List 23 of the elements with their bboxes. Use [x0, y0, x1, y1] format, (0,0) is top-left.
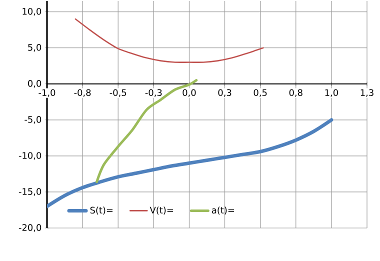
line-series	[47, 118, 334, 208]
line-series	[96, 79, 198, 184]
x-tick-label: 1,0	[325, 89, 338, 97]
y-tick-label: 5,0	[28, 44, 42, 52]
y-tick-label: 0,0	[28, 80, 42, 88]
line-series	[74, 18, 264, 63]
y-tick-label: -15,0	[18, 188, 42, 196]
y-tick-label: -5,0	[24, 116, 42, 124]
x-tick-label: -0,3	[145, 89, 162, 97]
legend-label: a(t)=	[212, 206, 234, 215]
y-tick-label: -20,0	[18, 224, 42, 232]
x-tick-label: 0,8	[289, 89, 302, 97]
y-tick-label: -10,0	[18, 152, 42, 160]
x-tick-label: 1,3	[360, 89, 374, 97]
x-tick-label: -0,8	[74, 89, 91, 97]
y-tick-label: 10,0	[22, 8, 42, 16]
x-tick-label: -0,5	[110, 89, 126, 97]
x-tick-label: -1,0	[38, 89, 56, 97]
legend-label: V(t)=	[150, 206, 173, 215]
x-tick-label: 0,3	[218, 89, 232, 97]
legend-label: S(t)=	[90, 206, 113, 215]
x-tick-label: 0,0	[182, 89, 196, 97]
x-tick-label: 0,5	[254, 89, 267, 97]
